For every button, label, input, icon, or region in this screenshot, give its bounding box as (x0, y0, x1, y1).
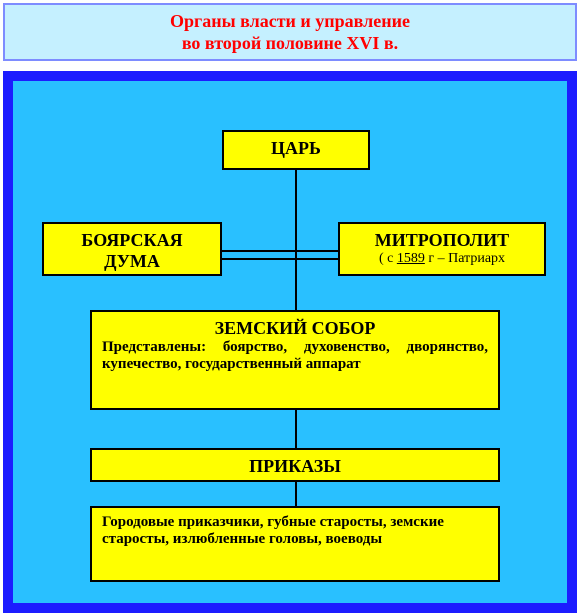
node-zemskiy-sobor: ЗЕМСКИЙ СОБОР Представлены: боярство, ду… (90, 310, 500, 410)
edge (222, 258, 338, 260)
diagram-title: Органы власти и управление во второй пол… (3, 3, 577, 61)
node-sub: ( с 1589 г – Патриарх (350, 251, 534, 267)
title-line-2: во второй половине XVI в. (182, 32, 398, 55)
title-line-1: Органы власти и управление (170, 10, 410, 33)
node-label: ЦАРЬ (271, 138, 321, 158)
node-local-officials: Городовые приказчики, губные старосты, з… (90, 506, 500, 582)
year-1589: 1589 (397, 251, 425, 266)
node-sub: ДУМА (104, 251, 160, 271)
node-prikazy: ПРИКАЗЫ (90, 448, 500, 482)
node-heading: МИТРОПОЛИТ (375, 230, 509, 250)
node-tsar: ЦАРЬ (222, 130, 370, 170)
node-heading: ЗЕМСКИЙ СОБОР (102, 318, 488, 339)
edge (295, 410, 297, 448)
node-heading: БОЯРСКАЯ (81, 230, 182, 250)
edge (295, 170, 297, 310)
diagram-canvas: Органы власти и управление во второй пол… (0, 0, 581, 616)
node-description: Городовые приказчики, губные старосты, з… (102, 514, 444, 547)
node-metropolit: МИТРОПОЛИТ ( с 1589 г – Патриарх (338, 222, 546, 276)
node-boyar-duma: БОЯРСКАЯ ДУМА (42, 222, 222, 276)
edge (295, 482, 297, 506)
node-label: ПРИКАЗЫ (249, 456, 341, 476)
edge (222, 250, 338, 252)
node-description: Представлены: боярство, духовенство, дво… (102, 339, 488, 373)
